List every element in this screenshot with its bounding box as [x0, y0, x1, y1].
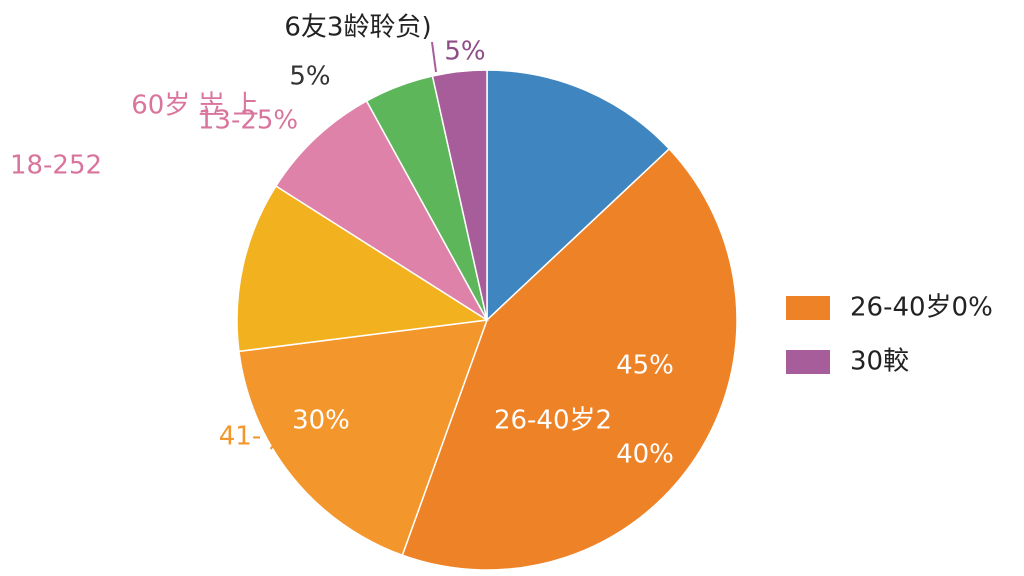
- annotation: ノ: [305, 431, 331, 461]
- pie-slice: [238, 319, 489, 557]
- legend-swatch: [786, 296, 830, 320]
- legend-swatch: [786, 350, 830, 374]
- pie-slice: [431, 69, 488, 321]
- pie-slice: [236, 185, 490, 353]
- annotation: 60岁 岦 上: [131, 91, 259, 121]
- annotation: 5%: [289, 62, 330, 92]
- legend-label: 30較: [850, 347, 909, 377]
- pie-slice: [401, 147, 738, 571]
- leader-line: [431, 41, 437, 73]
- pie-slice: [274, 99, 488, 321]
- pie-slice: [486, 69, 671, 322]
- annotation: 45%: [616, 351, 674, 381]
- legend-label: 26-40岁0%: [850, 293, 993, 323]
- chart-title: 6友3龄聆贠): [284, 13, 431, 43]
- annotation: 26-40岁2: [494, 406, 612, 436]
- annotation: 40%: [616, 440, 674, 470]
- annotation: 月: [269, 425, 295, 455]
- annotation: 18-252: [10, 151, 102, 181]
- annotation: 41-: [219, 422, 261, 452]
- annotation: 13-25%: [198, 106, 298, 136]
- annotation: 30%: [292, 406, 350, 436]
- annotation: 5%: [444, 37, 485, 67]
